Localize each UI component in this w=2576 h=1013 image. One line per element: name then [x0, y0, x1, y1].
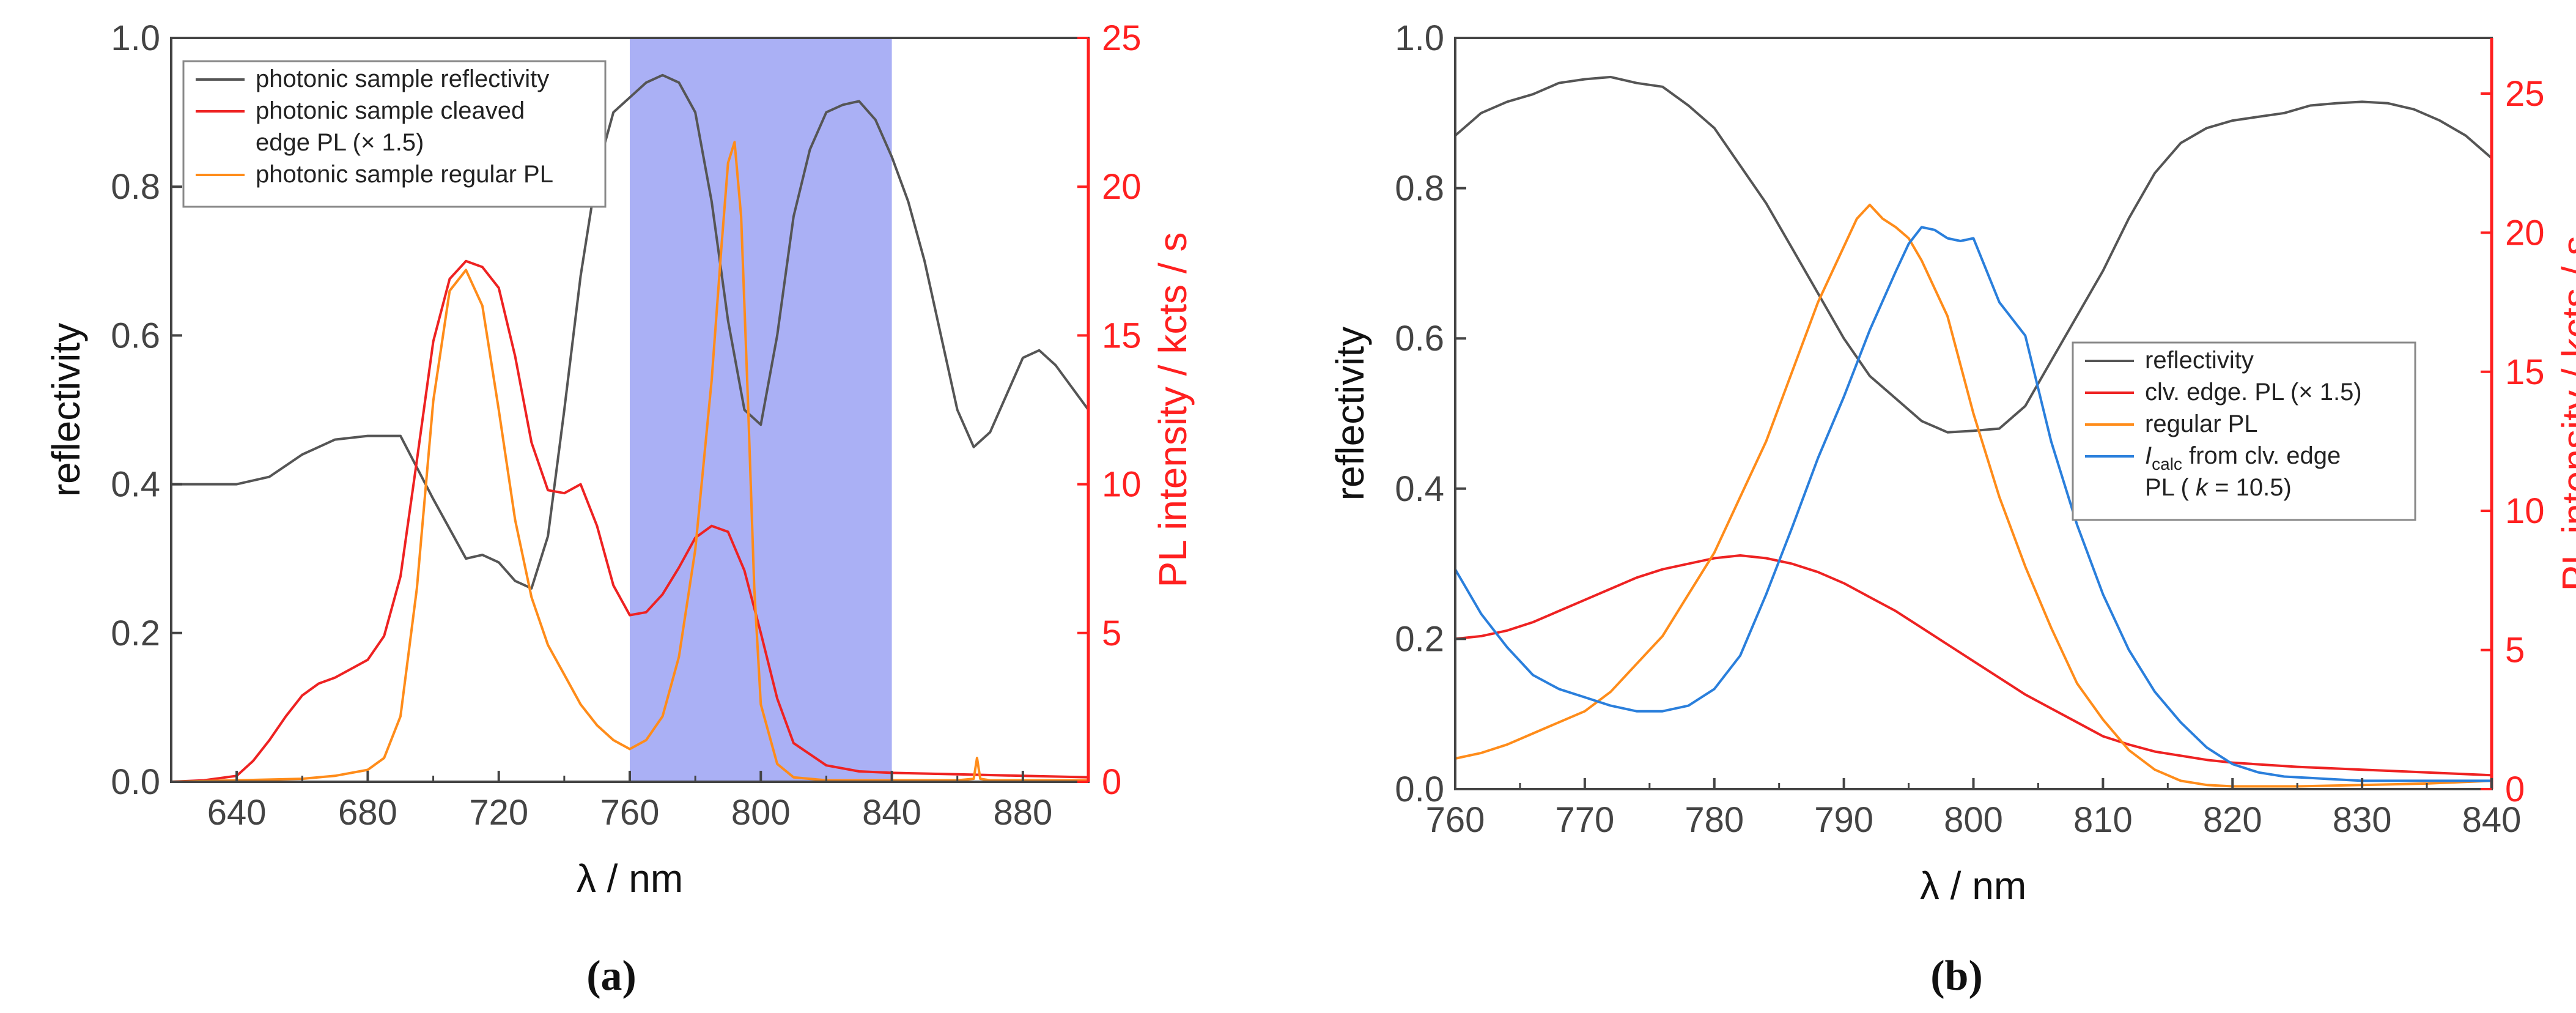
- y-right-tick-label: 25: [1102, 18, 1142, 58]
- y-right-tick-label: 20: [1102, 167, 1142, 207]
- x-tick-label: 770: [1555, 800, 1614, 840]
- y-right-tick-label: 0: [1102, 762, 1121, 802]
- legend-label-3: photonic sample regular PL: [256, 161, 553, 188]
- legend-label-1: photonic sample reflectivity: [256, 65, 549, 92]
- y-right-axis-label: PL intensity / kcts / s: [1151, 232, 1195, 588]
- legend-label-2-cont: edge PL (× 1.5): [256, 129, 424, 156]
- legend-label-2: clv. edge. PL (× 1.5): [2145, 379, 2362, 406]
- series-line-2: [171, 259, 1089, 783]
- x-tick-label: 790: [1814, 800, 1873, 840]
- x-tick-label: 680: [338, 793, 397, 833]
- y-tick-label: 0.0: [1395, 770, 1444, 809]
- y-right-tick-label: 25: [2505, 74, 2545, 114]
- legend-label-1: reflectivity: [2145, 347, 2254, 374]
- panel-b: 760 770 780 790 800 810 820 830 840 0.0 0.2 0.4 0.6 0…: [1328, 18, 2576, 1000]
- x-tick-label: 640: [207, 793, 267, 833]
- x-tick-label: 800: [731, 793, 791, 833]
- x-tick-label: 820: [2203, 800, 2262, 840]
- y-right-tick-label: 15: [2505, 352, 2545, 392]
- y-tick-label: 0.2: [1395, 619, 1444, 659]
- x-tick-label: 880: [993, 793, 1052, 833]
- x-tick-label: 810: [2073, 800, 2133, 840]
- series-line-3: [1455, 203, 2492, 788]
- x-tick-label: 800: [1944, 800, 2003, 840]
- y-right-tick-label: 5: [1102, 614, 1121, 653]
- y-tick-label: 0.4: [111, 465, 160, 505]
- x-axis-label: λ / nm: [1920, 864, 2026, 908]
- y-right-axis-label: PL intensity / kcts / s: [2554, 236, 2576, 592]
- legend-label-3: regular PL: [2145, 410, 2258, 437]
- y-tick-label: 0.4: [1395, 469, 1444, 509]
- y-right-tick-label: 5: [2505, 631, 2525, 670]
- x-tick-label: 840: [862, 793, 921, 833]
- panel-caption: (a): [586, 952, 637, 1000]
- y-right-tick-label: 20: [2505, 213, 2545, 253]
- y-tick-label: 0.0: [111, 762, 160, 802]
- y-right-tick-label: 10: [2505, 491, 2545, 531]
- series-line-4: [1454, 226, 2492, 782]
- y-tick-label: 0.2: [111, 614, 160, 653]
- series-line-1: [1454, 75, 2493, 434]
- legend-box: [2072, 341, 2416, 521]
- y-axis-label: reflectivity: [1328, 327, 1372, 501]
- x-tick-label: 760: [1426, 800, 1485, 840]
- x-tick-label: 840: [2462, 800, 2522, 840]
- y-axis-label: reflectivity: [44, 323, 88, 497]
- x-tick-label: 780: [1685, 800, 1744, 840]
- legend-label-2: photonic sample cleaved: [256, 97, 525, 124]
- series-line-2: [1455, 554, 2492, 777]
- legend-label-4: Icalc from clv. edge: [2145, 442, 2341, 473]
- x-tick-label: 720: [469, 793, 528, 833]
- y-tick-label: 0.6: [111, 316, 160, 355]
- series-line-1: [171, 73, 1090, 590]
- y-tick-label: 0.8: [111, 167, 160, 207]
- y-tick-label: 1.0: [1395, 18, 1444, 58]
- x-axis-label: λ / nm: [577, 856, 683, 900]
- legend-label-4-cont: PL ( k = 10.5): [2145, 474, 2292, 501]
- panel-caption: (b): [1930, 952, 1983, 1000]
- x-tick-label: 760: [600, 793, 660, 833]
- x-tick-label: 830: [2333, 800, 2392, 840]
- y-tick-label: 1.0: [111, 18, 160, 58]
- highlight-band: [630, 38, 892, 782]
- series-line-3: [171, 141, 1088, 783]
- y-right-tick-label: 15: [1102, 316, 1142, 355]
- y-tick-label: 0.8: [1395, 169, 1444, 209]
- legend-box: [182, 60, 607, 208]
- y-tick-label: 0.6: [1395, 319, 1444, 358]
- panel-a: 640 680 720 760 800 840 880 0.0 0.2 0.4 0.6 0.8 1.0 0…: [44, 18, 1195, 1000]
- y-right-tick-label: 10: [1102, 465, 1142, 505]
- y-right-tick-label: 0: [2505, 770, 2525, 809]
